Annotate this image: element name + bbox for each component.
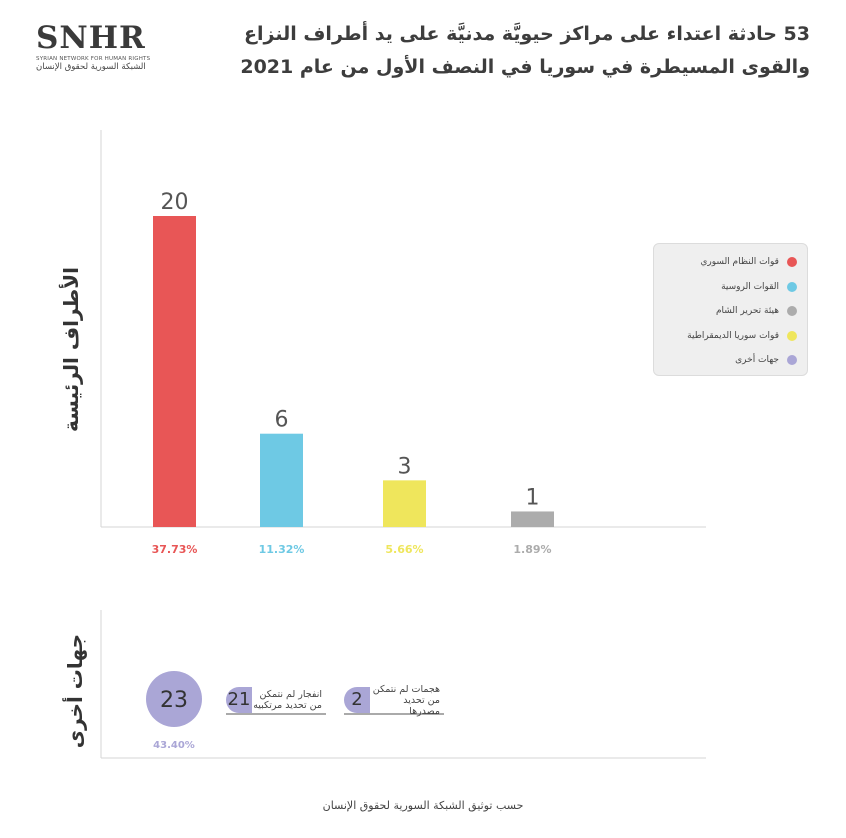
legend-item: القوات الروسية — [662, 275, 797, 300]
bar-value-label: 1 — [526, 485, 540, 510]
other-total-percent: 43.40% — [153, 740, 195, 751]
bar-percent-label: 11.32% — [259, 543, 305, 556]
bar-value-label: 20 — [161, 190, 189, 215]
legend-swatch — [787, 330, 797, 341]
legend-swatch — [787, 306, 797, 317]
other-breakdown-value: 21 — [226, 687, 252, 713]
legend-label: قوات النظام السوري — [700, 257, 779, 268]
other-breakdown-value: 2 — [344, 687, 370, 713]
chart-title: 53 حادثة اعتداء على مراكز حيويَّة مدنيَّ… — [240, 23, 810, 78]
legend-label: جهات أخرى — [735, 355, 779, 366]
logo-arabic-name: الشبكة السورية لحقوق الإنسان — [36, 62, 146, 72]
bar-value-label: 6 — [275, 408, 289, 433]
other-total-value: 23 — [160, 688, 188, 713]
source-note: حسب توثيق الشبكة السورية لحقوق الإنسان — [322, 799, 524, 812]
legend-swatch — [787, 355, 797, 366]
legend-swatch — [787, 281, 797, 292]
other-breakdown-label: هجمات لم نتمكن من تحديد مصدرها — [372, 683, 440, 717]
legend-label: هيئة تحرير الشام — [715, 306, 779, 317]
snhr-logo: SNHR SYRIAN NETWORK FOR HUMAN RIGHTS الش… — [36, 22, 154, 72]
logo-wordmark: SNHR — [36, 20, 146, 56]
bar-percent-label: 1.89% — [513, 543, 551, 556]
other-breakdown-item: 21 انفجار لم نتمكن من تحديد مرتكبيه — [226, 687, 322, 713]
legend-item: قوات النظام السوري — [662, 250, 797, 275]
legend-item: جهات أخرى — [662, 348, 797, 373]
bar-percent-label: 5.66% — [385, 543, 423, 556]
bar-value-label: 3 — [398, 454, 412, 479]
logo-english-name: SYRIAN NETWORK FOR HUMAN RIGHTS — [36, 56, 151, 62]
legend-label: قوات سوريا الديمقراطية — [687, 330, 779, 341]
bar — [383, 480, 426, 527]
other-breakdown-label: انفجار لم نتمكن من تحديد مرتكبيه — [253, 689, 322, 711]
legend: قوات النظام السوري القوات الروسية هيئة تحر… — [653, 243, 808, 376]
other-total-circle — [146, 671, 202, 727]
legend-swatch — [787, 257, 797, 268]
legend-label: القوات الروسية — [721, 281, 779, 292]
bar-percent-label: 37.73% — [152, 543, 198, 556]
legend-item: قوات سوريا الديمقراطية — [662, 324, 797, 349]
legend-item: هيئة تحرير الشام — [662, 299, 797, 324]
other-breakdown-item: 2 هجمات لم نتمكن من تحديد مصدرها — [344, 684, 440, 717]
bar — [260, 433, 303, 527]
bar — [153, 216, 196, 527]
bar — [511, 511, 554, 527]
